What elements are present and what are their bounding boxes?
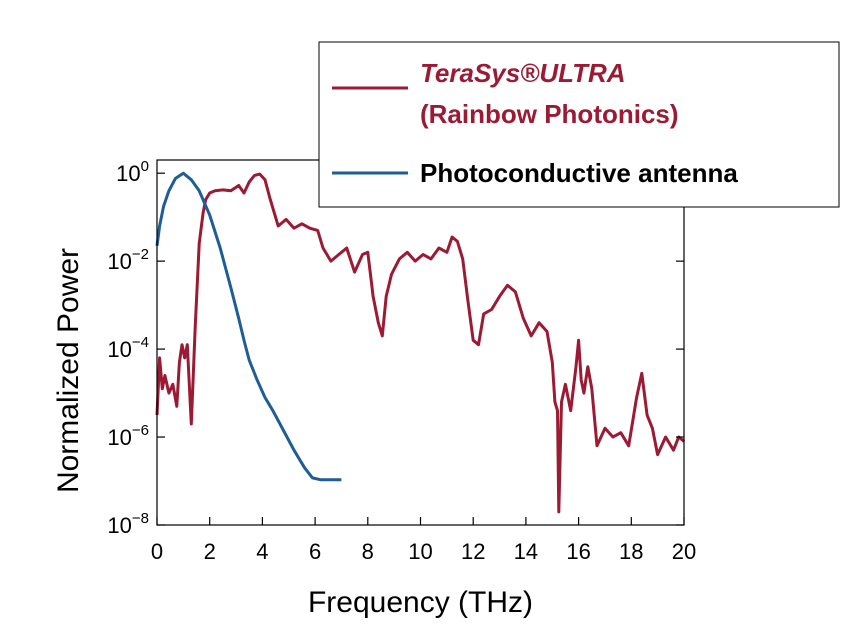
y-tick-label: 10−8	[107, 510, 149, 538]
y-axis-title: Normalized Power	[52, 248, 85, 493]
y-tick-label: 100	[116, 158, 149, 186]
plot-lines	[155, 171, 685, 514]
x-tick-label: 0	[151, 539, 163, 564]
x-tick-label: 20	[672, 539, 696, 564]
y-tick-label: 10−4	[107, 334, 149, 362]
x-tick-label: 14	[514, 539, 538, 564]
x-tick-label: 6	[309, 539, 321, 564]
legend-label-antenna: Photoconductive antenna	[420, 158, 738, 188]
x-tick-label: 4	[256, 539, 268, 564]
series-line-0	[155, 172, 685, 514]
x-tick-label: 2	[204, 539, 216, 564]
x-tick-label: 12	[461, 539, 485, 564]
x-tick-label: 10	[408, 539, 432, 564]
legend-box	[318, 41, 840, 208]
ticks	[156, 172, 685, 526]
legend: TeraSys®ULTRA (Rainbow Photonics) Photoc…	[318, 41, 840, 208]
x-tick-label: 8	[362, 539, 374, 564]
legend-label-terasys-line2: (Rainbow Photonics)	[420, 99, 679, 129]
axes-frame	[156, 159, 685, 526]
x-tick-label: 18	[619, 539, 643, 564]
x-tick-label: 16	[566, 539, 590, 564]
series-line-1	[155, 171, 342, 482]
x-axis-title: Frequency (THz)	[308, 586, 533, 619]
y-tick-label: 10−6	[107, 422, 149, 450]
legend-label-terasys: TeraSys®ULTRA	[420, 58, 626, 88]
y-tick-label: 10−2	[107, 246, 149, 274]
tick-labels: 0 2 4 6 8 10 12 14 16 18 20 100 10−2 10−4 10−6 10−8	[107, 158, 696, 564]
